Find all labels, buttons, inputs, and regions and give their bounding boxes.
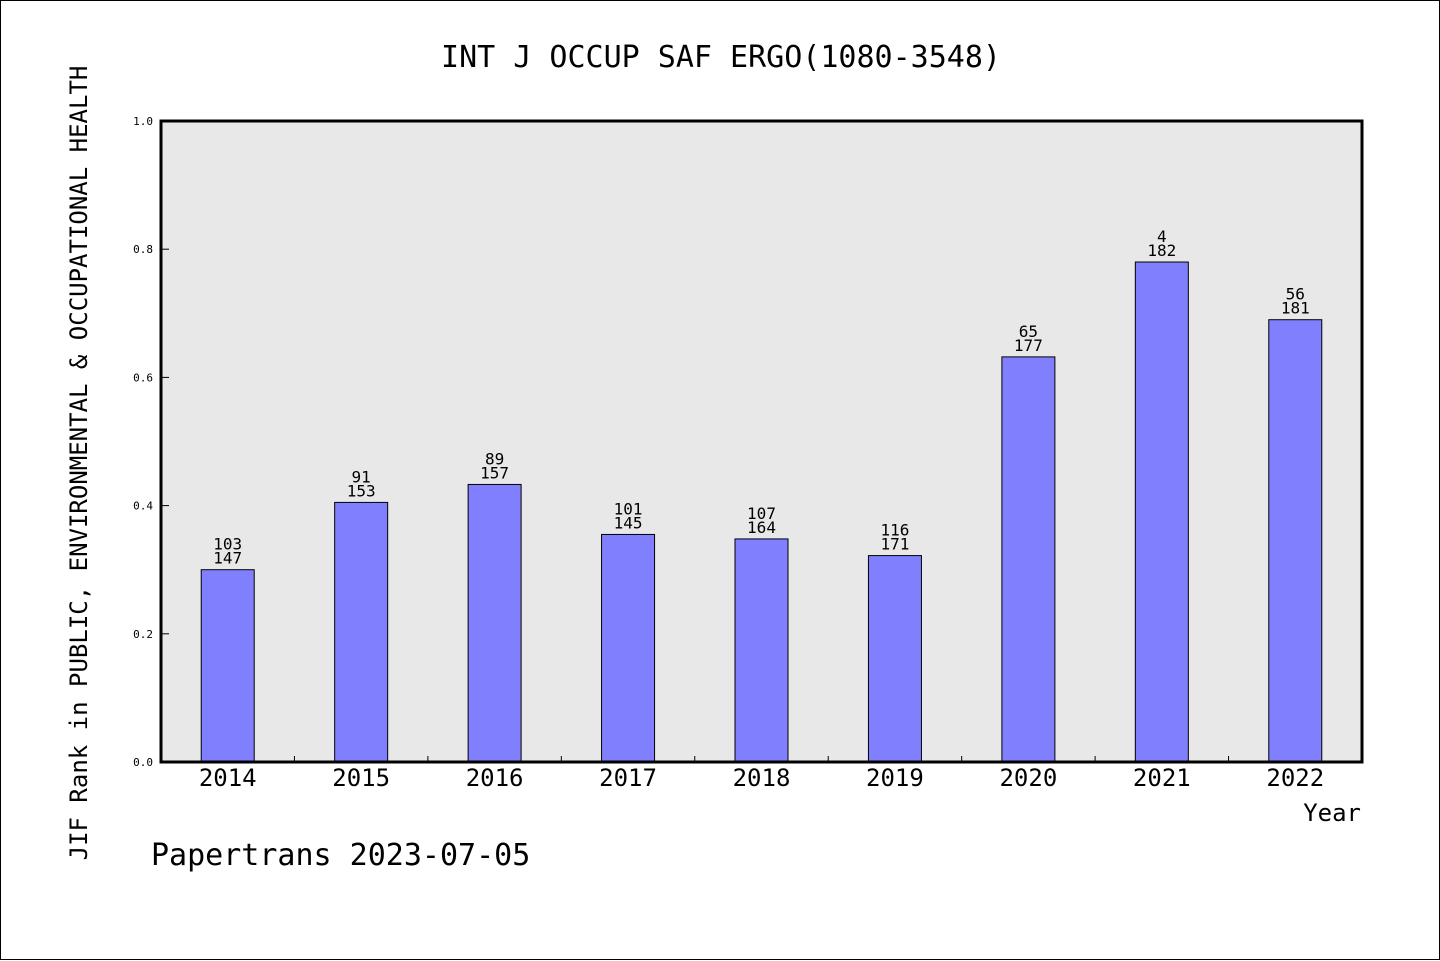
rank-label-2016: 89 <box>485 449 504 468</box>
x-tick-label-2017: 2017 <box>599 764 657 792</box>
bar-2018 <box>734 538 789 763</box>
bar-2016 <box>467 483 522 763</box>
x-tick-label-2022: 2022 <box>1266 764 1324 792</box>
rank-label-2018: 107 <box>747 504 776 523</box>
x-tick-label-2018: 2018 <box>733 764 791 792</box>
total-label-2021: 182 <box>1147 241 1176 260</box>
axis-ticks: 0.0 0.2 0.4 0.6 0.8 1.0 2014 2015 2016 2017 2018 20… <box>133 115 1324 792</box>
y-tick-label: 0.0 <box>133 756 153 769</box>
x-tick-label-2021: 2021 <box>1133 764 1191 792</box>
total-label-2020: 177 <box>1014 336 1043 355</box>
footer-credit: Papertrans 2023-07-05 <box>151 838 530 873</box>
y-tick-label: 0.2 <box>133 628 153 641</box>
rank-label-2015: 91 <box>352 467 371 486</box>
y-axis-label: JIF Rank in PUBLIC, ENVIRONMENTAL & OCCU… <box>65 66 93 861</box>
total-label-2022: 181 <box>1281 299 1310 318</box>
plot-border <box>159 119 1364 764</box>
chart-title: INT J OCCUP SAF ERGO(1080-3548) <box>441 40 1001 75</box>
y-tick-label: 0.8 <box>133 243 153 256</box>
y-tick-label: 0.4 <box>133 500 153 513</box>
bar-2017 <box>601 533 656 763</box>
rank-label-2021: 4 <box>1157 227 1167 246</box>
rank-label-2017: 101 <box>614 499 643 518</box>
bar-2022 <box>1268 319 1323 763</box>
bar-2019 <box>867 555 922 763</box>
x-tick-label-2020: 2020 <box>999 764 1057 792</box>
total-label-2014: 147 <box>213 549 242 568</box>
total-label-2015: 153 <box>347 481 376 500</box>
rank-label-2022: 56 <box>1286 285 1305 304</box>
rank-label-2014: 103 <box>213 535 242 554</box>
total-label-2019: 171 <box>880 535 909 554</box>
y-tick-label: 1.0 <box>133 115 153 128</box>
total-label-2018: 164 <box>747 518 776 537</box>
x-tick-label-2015: 2015 <box>332 764 390 792</box>
bar-2021 <box>1134 261 1189 763</box>
bars <box>200 261 1323 763</box>
total-label-2017: 145 <box>614 513 643 532</box>
total-label-2016: 157 <box>480 463 509 482</box>
bar-2020 <box>1001 356 1056 763</box>
x-axis-label: Year <box>1303 799 1361 827</box>
bar-2014 <box>200 569 255 763</box>
bar-2015 <box>334 501 389 763</box>
x-tick-label-2019: 2019 <box>866 764 924 792</box>
y-tick-label: 0.6 <box>133 371 153 384</box>
rank-label-2020: 65 <box>1019 322 1038 341</box>
x-tick-label-2016: 2016 <box>466 764 524 792</box>
x-tick-label-2014: 2014 <box>199 764 257 792</box>
rank-label-2019: 116 <box>880 521 909 540</box>
